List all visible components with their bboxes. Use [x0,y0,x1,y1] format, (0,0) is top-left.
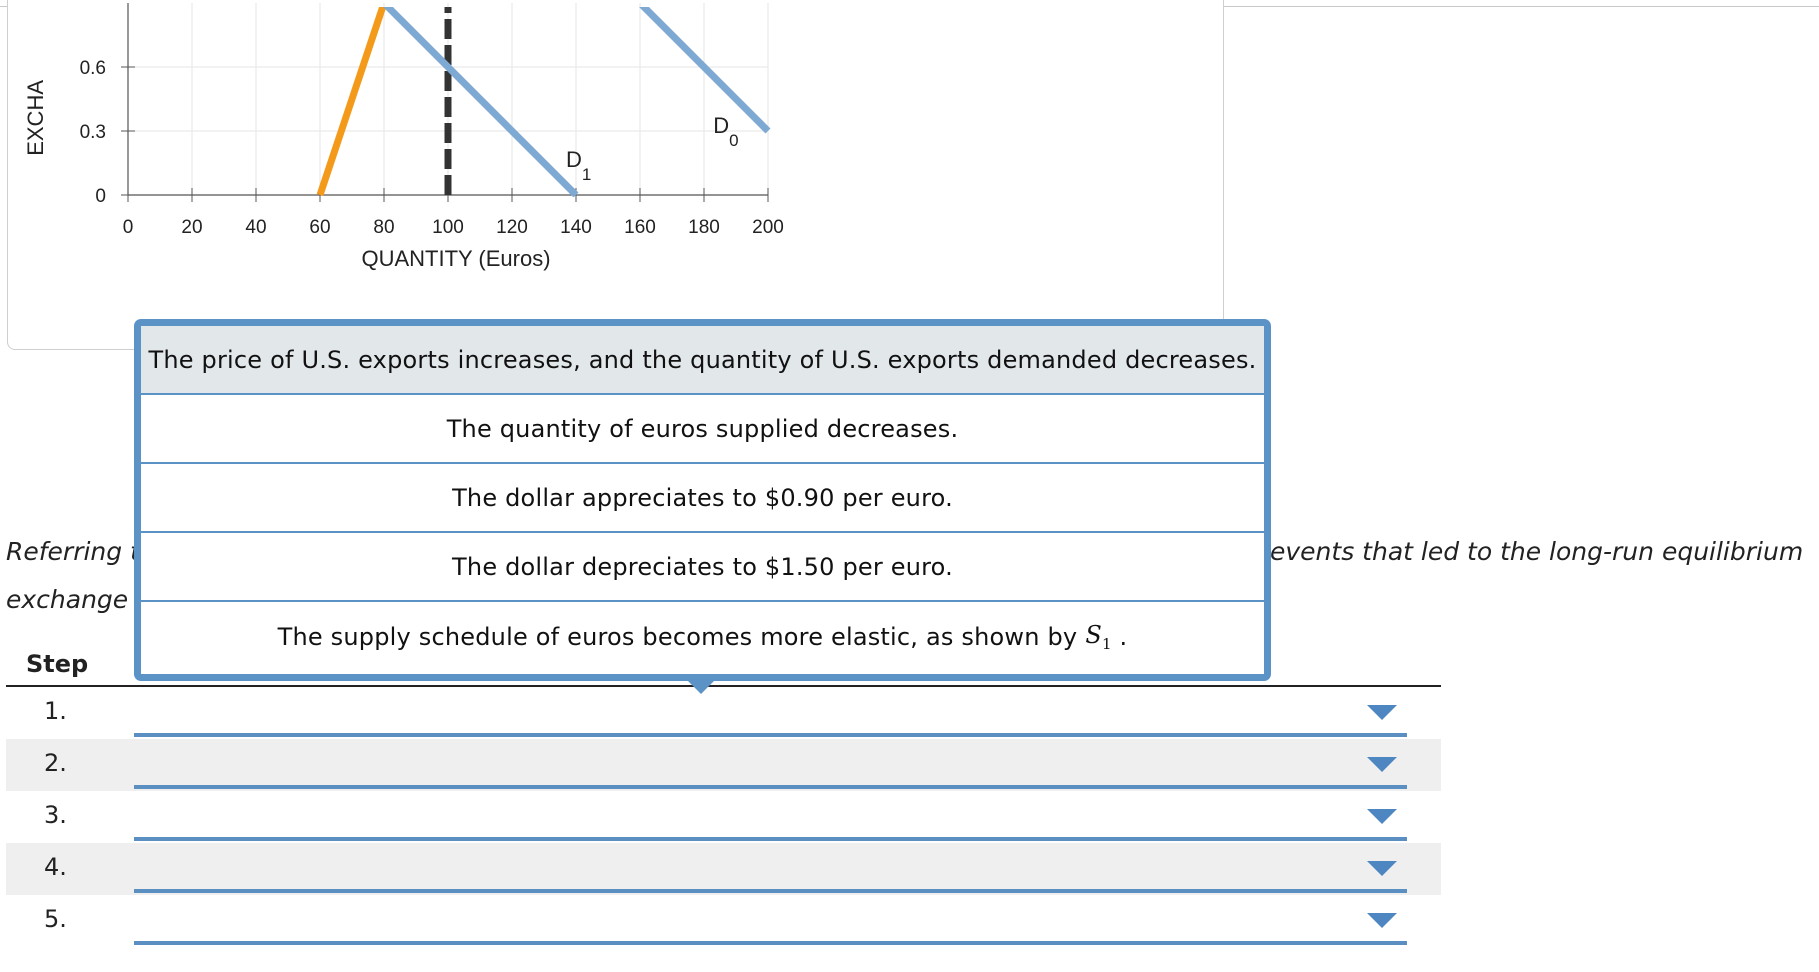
y-axis-label: EXCHA [23,80,48,156]
instructions-line2-left: exchange r [6,585,147,614]
step-number: 4. [44,853,67,881]
x-axis-label: QUANTITY (Euros) [361,246,550,271]
option-5-symbol-base: S [1085,620,1102,649]
steps-table: Step 1. 2. 3. 4. 5. [6,646,1441,947]
step-1-dropdown[interactable] [134,691,1407,737]
option-4[interactable]: The dollar depreciates to $1.50 per euro… [141,533,1264,602]
series-line-d0 [639,7,771,134]
option-5-symbol: S1 [1085,621,1111,653]
x-tick-label: 40 [245,217,266,238]
exchange-rate-chart: 0 20 40 60 80 100 120 140 160 180 200 0 0.3 0.6 QUANTI… [23,3,784,271]
x-tick-label: 160 [624,217,656,238]
step-row-5: 5. [6,895,1441,947]
caret-down-icon[interactable] [1367,809,1397,824]
option-3[interactable]: The dollar appreciates to $0.90 per euro… [141,464,1264,533]
step-5-dropdown[interactable] [134,899,1407,945]
x-tick-label: 0 [123,217,134,238]
dropdown-options-popup: The price of U.S. exports increases, and… [134,319,1271,681]
instructions-line1-left: Referring t [6,537,140,566]
step-row-1: 1. [6,687,1441,739]
step-number: 1. [44,697,67,725]
y-tick-label: 0.3 [80,122,106,143]
x-tick-label: 20 [181,217,202,238]
steps-header: Step [6,646,1441,687]
instructions-line1-right: events that led to the long-run equilibr… [1270,537,1804,566]
caret-down-icon[interactable] [1367,757,1397,772]
series-line-supply-s1 [316,7,387,197]
step-row-2: 2. [6,739,1441,791]
option-2[interactable]: The quantity of euros supplied decreases… [141,395,1264,464]
x-tick-label: 60 [309,217,330,238]
options-list: The price of U.S. exports increases, and… [141,326,1264,674]
step-3-dropdown[interactable] [134,795,1407,841]
option-1[interactable]: The price of U.S. exports increases, and… [141,326,1264,395]
y-tick-label: 0.6 [80,58,106,79]
option-5-suffix: . [1111,622,1128,651]
graph-panel: 0 20 40 60 80 100 120 140 160 180 200 0 0.3 0.6 QUANTI… [7,0,1224,350]
step-column-header: Step [26,650,89,678]
option-5[interactable]: The supply schedule of euros becomes mor… [141,602,1264,671]
step-number: 2. [44,749,67,777]
popup-pointer-icon [688,681,714,694]
x-tick-label: 120 [496,217,528,238]
x-tick-label: 100 [432,217,464,238]
x-tick-label: 140 [560,217,592,238]
series-line-d1 [383,7,579,197]
step-4-dropdown[interactable] [134,847,1407,893]
caret-down-icon[interactable] [1367,913,1397,928]
curve-label-d1: D1 [566,147,591,184]
option-5-symbol-sub: 1 [1101,634,1112,653]
caret-down-icon[interactable] [1367,861,1397,876]
step-number: 3. [44,801,67,829]
step-row-3: 3. [6,791,1441,843]
x-tick-label: 80 [373,217,394,238]
y-tick-label: 0 [95,186,106,207]
step-number: 5. [44,905,67,933]
curve-label-d0: D0 [713,113,738,150]
x-tick-label: 180 [688,217,720,238]
option-5-text: The supply schedule of euros becomes mor… [277,622,1078,651]
step-row-4: 4. [6,843,1441,895]
caret-down-icon[interactable] [1367,705,1397,720]
x-tick-label: 200 [752,217,784,238]
step-2-dropdown[interactable] [134,743,1407,789]
